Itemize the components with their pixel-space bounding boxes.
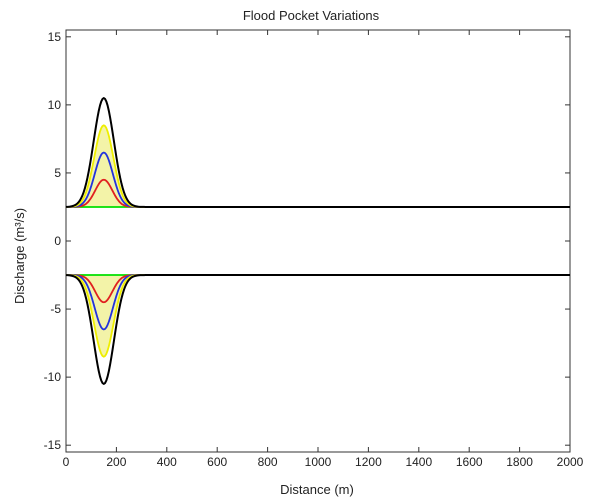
y-tick-label: -5 xyxy=(50,302,61,316)
y-tick-label: 15 xyxy=(48,30,62,44)
y-axis-label: Discharge (m³/s) xyxy=(12,208,27,304)
y-tick-label: 5 xyxy=(54,166,61,180)
x-tick-label: 1400 xyxy=(405,455,432,469)
x-tick-label: 200 xyxy=(106,455,126,469)
x-tick-label: 2000 xyxy=(557,455,584,469)
y-tick-label: 10 xyxy=(48,98,62,112)
x-tick-label: 1000 xyxy=(305,455,332,469)
x-tick-label: 1600 xyxy=(456,455,483,469)
x-axis-label: Distance (m) xyxy=(280,482,354,497)
chart-title: Flood Pocket Variations xyxy=(243,8,380,23)
x-tick-label: 1800 xyxy=(506,455,533,469)
series-line-4-lower xyxy=(65,274,570,385)
x-tick-label: 600 xyxy=(207,455,227,469)
x-tick-label: 0 xyxy=(63,455,70,469)
x-tick-label: 1200 xyxy=(355,455,382,469)
series-line-4-upper xyxy=(65,97,570,208)
y-tick-label: -15 xyxy=(44,438,62,452)
x-tick-label: 400 xyxy=(157,455,177,469)
plot-area xyxy=(65,29,571,453)
y-axis: -15 -10 -5 0 5 10 15 xyxy=(44,30,570,452)
x-axis: 0 200 400 600 800 1000 1200 1400 1600 1800 2000 xyxy=(63,30,584,469)
x-tick-label: 800 xyxy=(258,455,278,469)
plot-frame xyxy=(65,29,571,453)
y-tick-label: -10 xyxy=(44,370,62,384)
y-tick-label: 0 xyxy=(54,234,61,248)
